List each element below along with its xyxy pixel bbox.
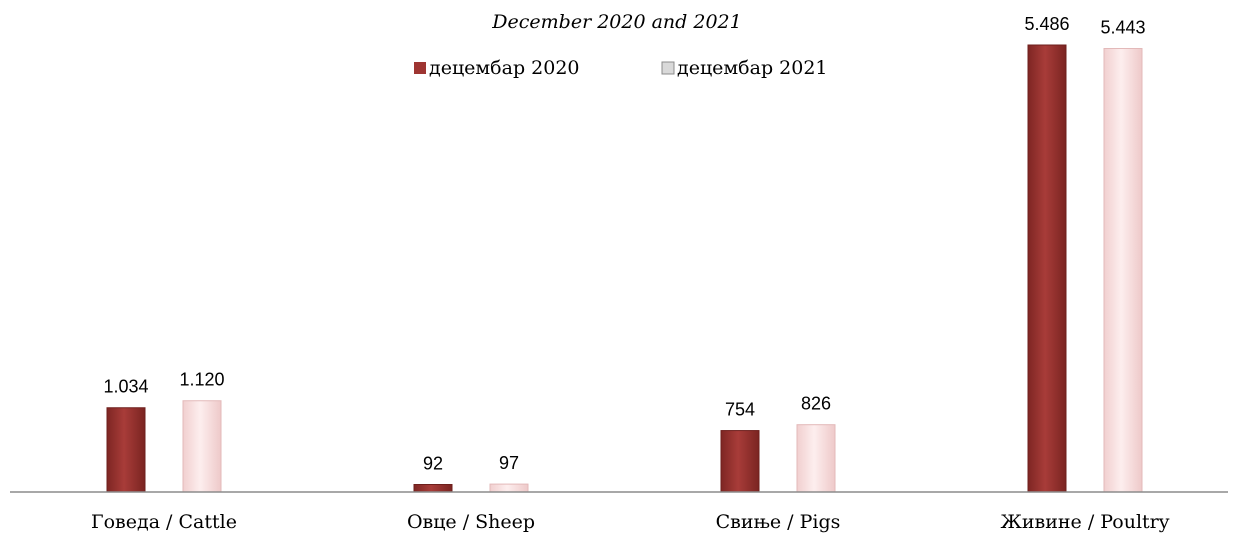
legend-swatch-2021	[661, 61, 675, 75]
category-label-3: Живине / Poultry	[1001, 511, 1170, 533]
value-label-2021-0: 1.120	[179, 370, 224, 390]
bar-2020-1	[413, 484, 453, 493]
bar-2020-0	[106, 407, 146, 493]
value-label-2020-0: 1.034	[103, 377, 148, 397]
value-label-2021-1: 97	[499, 453, 519, 473]
legend-label-2020: децембар 2020	[429, 57, 580, 79]
bar-2021-2	[796, 424, 836, 493]
chart-legend: децембар 2020 децембар 2021	[414, 57, 828, 79]
legend-swatch-2020	[414, 62, 426, 74]
chart-subtitle: December 2020 and 2021	[491, 11, 741, 33]
bars-layer	[106, 44, 1143, 493]
value-label-2020-3: 5.486	[1024, 14, 1069, 34]
value-label-2021-3: 5.443	[1100, 18, 1145, 38]
legend-label-2021: децембар 2021	[677, 57, 828, 79]
value-label-2020-2: 754	[725, 400, 755, 420]
bar-2020-3	[1027, 44, 1067, 493]
value-label-2020-1: 92	[423, 454, 443, 474]
value-labels-layer: 1.034 1.120 92 97 754 826 5.486 5.443	[103, 14, 1145, 474]
category-label-1: Овце / Sheep	[407, 511, 535, 533]
bar-2020-2	[720, 430, 760, 493]
bar-2021-3	[1103, 48, 1143, 493]
category-label-2: Свиње / Pigs	[716, 511, 841, 533]
category-labels-layer: Говеда / Cattle Овце / Sheep Свиње / Pigs Ж…	[91, 511, 1170, 533]
category-label-0: Говеда / Cattle	[91, 511, 237, 533]
value-label-2021-2: 826	[801, 394, 831, 414]
bar-2021-1	[489, 483, 529, 493]
bar-2021-0	[182, 400, 222, 493]
